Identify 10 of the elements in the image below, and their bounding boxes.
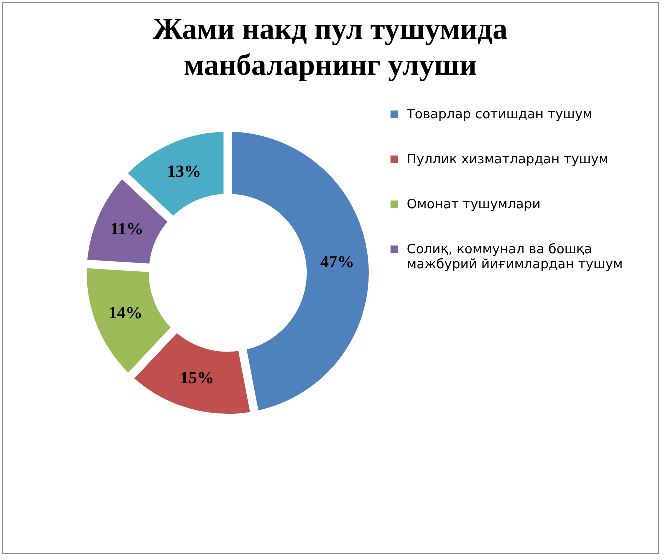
data-label: 15%: [180, 368, 214, 388]
legend-label: Солиқ, коммунал ва бошқа мажбурий йиғимлардан тушум: [407, 242, 624, 272]
data-label: 13%: [167, 162, 202, 182]
data-label: 47%: [320, 252, 355, 272]
legend-label: Пуллик хизматлардан тушум: [407, 152, 609, 168]
legend-label: Товарлар сотишдан тушум: [406, 108, 593, 122]
data-label: 11%: [110, 219, 144, 238]
data-label: 14%: [108, 303, 143, 322]
legend-label: Омонат тушумлари: [407, 198, 541, 212]
chart-title: Жами накд пул тушумида манбаларнинг улуши: [153, 13, 508, 82]
